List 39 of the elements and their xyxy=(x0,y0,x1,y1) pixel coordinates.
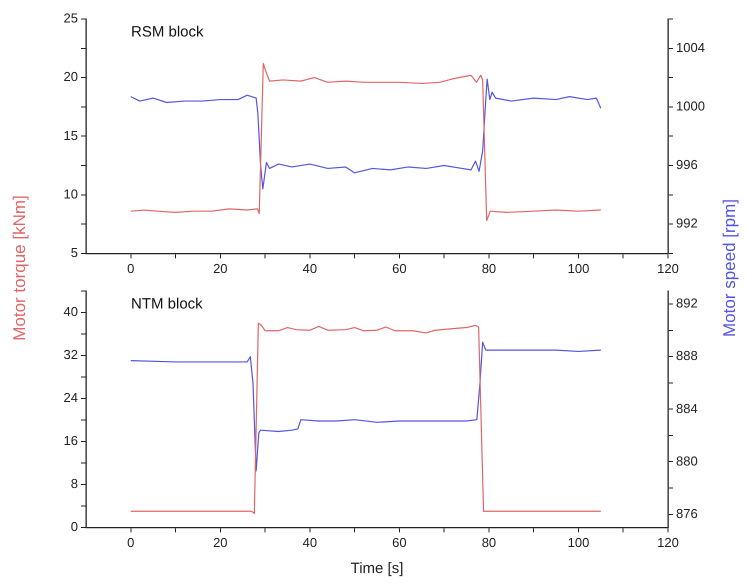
x-tick-label: 100 xyxy=(568,260,590,276)
y2-tick-label: 888 xyxy=(676,348,698,364)
y2-tick-label: 1004 xyxy=(676,40,705,55)
y2-tick-label: 884 xyxy=(676,400,698,416)
x-tick-label: 80 xyxy=(482,260,496,276)
y-tick-label: 8 xyxy=(70,476,78,491)
x-tick-label: 0 xyxy=(127,534,134,550)
y-tick-label: 40 xyxy=(64,304,78,320)
y2-tick-label: 892 xyxy=(676,296,698,311)
x-tick-label: 80 xyxy=(482,534,496,550)
x-tick-label: 100 xyxy=(568,534,590,550)
y-tick-label: 24 xyxy=(64,390,78,406)
x-tick-label: 20 xyxy=(213,534,228,550)
x-tick-label: 0 xyxy=(127,260,134,276)
x-tick-label: 120 xyxy=(657,534,679,550)
y2-tick-label: 996 xyxy=(676,157,698,172)
y-tick-label: 10 xyxy=(64,186,78,202)
x-tick-label: 60 xyxy=(392,260,407,276)
x-tick-label: 20 xyxy=(213,260,228,276)
x-tick-label: 60 xyxy=(392,534,407,550)
y2-axis-title: Motor speed [rpm] xyxy=(720,199,740,337)
x-tick-label: 120 xyxy=(657,260,679,276)
x-tick-label: 40 xyxy=(302,260,318,276)
chart-title: RSM block xyxy=(131,24,204,41)
x-tick-label: 40 xyxy=(302,534,318,550)
chart-title: NTM block xyxy=(131,296,204,313)
y-tick-label: 32 xyxy=(64,347,78,362)
y2-tick-label: 992 xyxy=(676,216,698,231)
y-tick-label: 16 xyxy=(64,433,78,448)
y-axis-title: Motor torque [kNm] xyxy=(10,195,30,341)
y-tick-label: 25 xyxy=(64,10,78,26)
y-tick-label: 15 xyxy=(64,128,78,143)
y-tick-label: 20 xyxy=(64,69,78,84)
y2-tick-label: 880 xyxy=(676,453,698,468)
x-axis-title: Time [s] xyxy=(350,560,404,578)
y-tick-label: 0 xyxy=(70,518,78,534)
y2-tick-label: 1000 xyxy=(676,98,705,114)
y-tick-label: 5 xyxy=(70,244,78,260)
y2-tick-label: 876 xyxy=(676,506,698,521)
